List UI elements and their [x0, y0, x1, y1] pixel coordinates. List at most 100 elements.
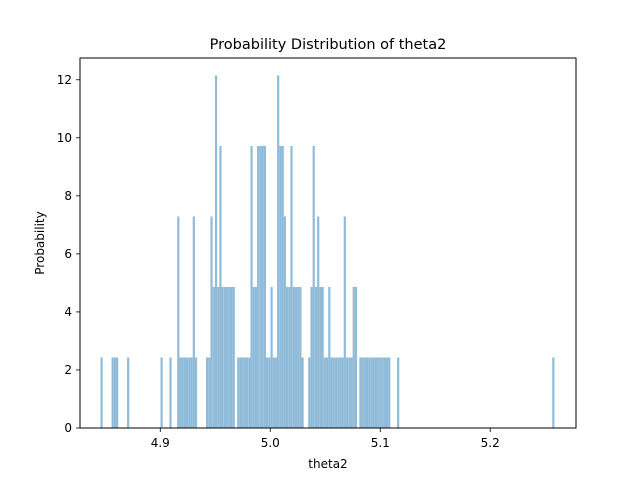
histogram-bar — [334, 357, 338, 428]
histogram-bar — [383, 357, 386, 428]
histogram-bar — [183, 357, 187, 428]
histogram-bar — [228, 286, 231, 428]
histogram-bar — [241, 357, 244, 428]
histogram-bar — [250, 145, 253, 428]
histogram-bar — [312, 145, 315, 428]
histogram-bar — [332, 357, 335, 428]
histogram-bar — [214, 75, 218, 428]
histogram-bar — [339, 357, 342, 428]
histogram-bar — [365, 357, 369, 428]
histogram-bar — [370, 357, 373, 428]
histogram-bar — [186, 357, 189, 428]
y-tick-label: 4 — [64, 305, 72, 319]
histogram-bar — [368, 357, 371, 428]
y-tick-label: 2 — [64, 363, 72, 377]
histogram-bar — [345, 357, 349, 428]
histogram-bar — [385, 357, 389, 428]
histogram-bar — [363, 357, 366, 428]
histogram-bar — [308, 357, 311, 428]
histogram-bar — [265, 357, 269, 428]
histogram-bar — [111, 357, 114, 428]
y-tick-label: 12 — [57, 73, 72, 87]
histogram-bar — [297, 286, 300, 428]
x-tick-label: 5.1 — [371, 436, 390, 450]
x-axis-label: theta2 — [308, 457, 347, 471]
histogram-bar — [292, 286, 295, 428]
histogram-bar — [341, 357, 344, 428]
histogram-bar — [248, 357, 251, 428]
x-tick-label: 4.9 — [151, 436, 170, 450]
histogram-bar — [223, 286, 227, 428]
histogram-bar — [208, 357, 211, 428]
histogram-bar — [206, 357, 209, 428]
histogram-bar — [352, 286, 355, 428]
histogram-bar — [268, 357, 271, 428]
histogram-bar — [323, 357, 326, 428]
histogram-bar — [397, 357, 400, 428]
histogram-bar — [361, 357, 364, 428]
histogram-bar — [100, 357, 103, 428]
y-axis-label: Probability — [33, 211, 47, 274]
histogram-bar — [221, 286, 224, 428]
histogram-bar — [179, 357, 182, 428]
histogram-bar — [350, 357, 353, 428]
y-tick-label: 0 — [64, 421, 72, 435]
histogram-bar — [239, 357, 242, 428]
histogram-bar — [374, 357, 378, 428]
histogram-bar — [379, 357, 382, 428]
axes-frame — [79, 57, 577, 429]
chart-title: Probability Distribution of theta2 — [210, 37, 447, 53]
y-tick-label: 10 — [57, 131, 72, 145]
histogram-bar — [274, 357, 278, 428]
histogram-bar — [237, 357, 240, 428]
histogram-bar — [115, 357, 119, 428]
y-tick-label: 6 — [64, 247, 72, 261]
y-axis-ticks: 0 2 4 6 8 10 12 — [57, 73, 80, 435]
histogram-bars — [100, 75, 555, 428]
histogram-bar — [277, 75, 280, 428]
histogram-bar — [359, 357, 362, 428]
histogram-bar — [230, 286, 233, 428]
histogram-bar — [381, 357, 384, 428]
x-tick-label: 5.2 — [481, 436, 500, 450]
histogram-bar — [243, 357, 246, 428]
histogram-bar — [245, 357, 249, 428]
histogram-bar — [263, 145, 266, 428]
histogram-bar — [377, 357, 380, 428]
histogram-bar — [113, 357, 116, 428]
histogram-bar — [328, 286, 331, 428]
histogram-bar — [254, 286, 258, 428]
histogram-bar — [160, 357, 163, 428]
x-axis-ticks: 4.9 5.0 5.1 5.2 — [151, 428, 500, 450]
histogram-bar — [212, 286, 215, 428]
histogram-bar — [257, 145, 260, 428]
histogram-bar — [348, 357, 351, 428]
histogram-bar — [127, 357, 130, 428]
histogram-bar — [317, 216, 320, 428]
histogram-bar — [217, 286, 220, 428]
histogram-bar — [232, 286, 235, 428]
histogram-bar — [310, 286, 313, 428]
histogram-bar — [194, 357, 198, 428]
x-tick-label: 5.0 — [261, 436, 280, 450]
histogram-bar — [281, 145, 284, 428]
histogram-bar — [343, 216, 346, 428]
histogram-bar — [270, 286, 273, 428]
histogram-bar — [283, 216, 286, 428]
histogram-bar — [319, 286, 322, 428]
histogram-bar — [290, 145, 293, 428]
histogram-bar — [326, 357, 329, 428]
histogram-bar — [388, 357, 391, 428]
histogram-bar — [330, 357, 333, 428]
histogram-bar — [354, 286, 358, 428]
histogram-bar — [188, 357, 191, 428]
histogram-bar — [190, 357, 193, 428]
histogram-bar — [192, 216, 195, 428]
histogram-bar — [272, 357, 275, 428]
histogram-bar — [226, 286, 229, 428]
histogram-bar — [337, 357, 340, 428]
y-tick-label: 8 — [64, 189, 72, 203]
histogram-bar — [288, 286, 291, 428]
histogram-bar — [219, 145, 222, 428]
